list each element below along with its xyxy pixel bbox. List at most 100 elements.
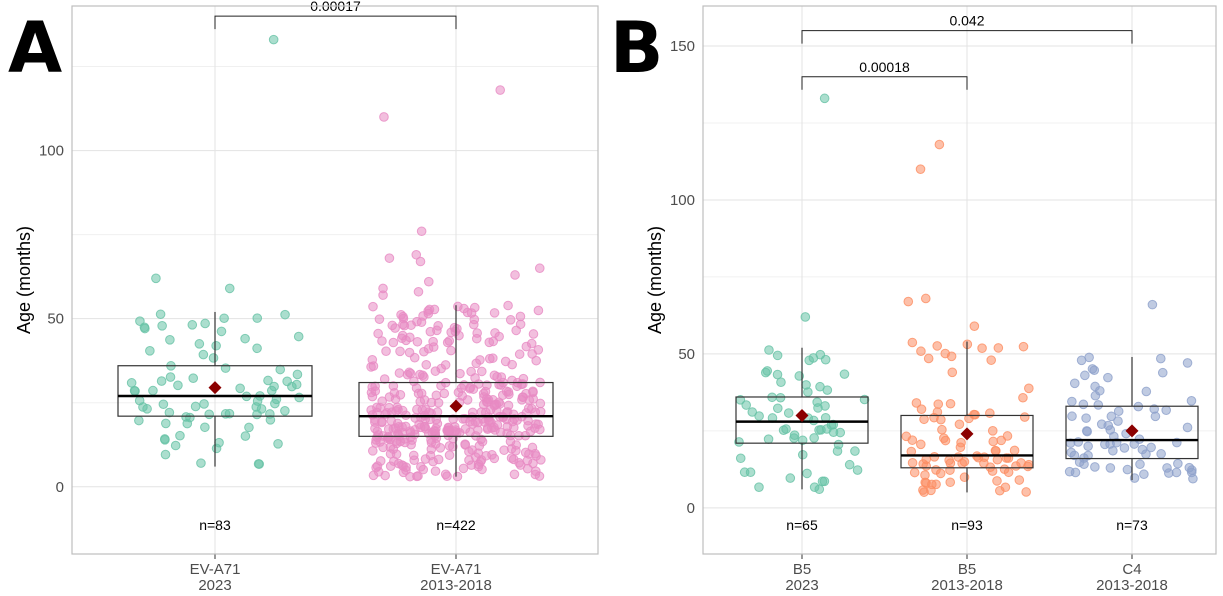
data-point — [1155, 353, 1166, 364]
y-tick-label: 150 — [670, 38, 695, 55]
data-point — [446, 327, 456, 338]
count-label: n=93 — [951, 517, 983, 533]
x-tick-label: B5 — [793, 561, 811, 578]
data-point — [374, 314, 385, 324]
y-tick-label: 100 — [670, 192, 695, 209]
data-point — [775, 392, 786, 403]
data-point — [915, 439, 926, 450]
data-point — [909, 467, 920, 478]
data-point — [368, 361, 379, 371]
x-tick-label-period: 2023 — [785, 577, 818, 594]
data-point — [211, 340, 221, 351]
data-point — [394, 368, 405, 378]
data-point — [955, 442, 966, 453]
data-point — [781, 424, 791, 434]
panel-border — [702, 5, 1217, 555]
data-point — [1113, 416, 1123, 426]
data-point — [1141, 386, 1152, 397]
box — [1065, 405, 1199, 460]
data-point — [763, 434, 774, 444]
data-point — [1093, 400, 1104, 410]
data-point — [187, 320, 198, 330]
data-point — [994, 485, 1005, 496]
x-tick-label-period: 2013-2018 — [420, 577, 492, 594]
data-point — [1188, 473, 1198, 484]
data-point — [1002, 431, 1013, 441]
plot-background — [703, 6, 1216, 554]
x-tick-label-period: 2013-2018 — [931, 577, 1003, 594]
data-point — [447, 441, 458, 452]
count-label: n=65 — [786, 517, 818, 533]
data-point — [907, 337, 918, 348]
data-point — [466, 308, 477, 318]
data-point — [423, 276, 434, 287]
data-point — [969, 321, 980, 331]
data-point — [384, 392, 395, 402]
data-point — [409, 376, 419, 387]
x-tick-label-period: 2013-2018 — [1096, 577, 1168, 594]
data-point — [220, 409, 231, 419]
data-point — [1070, 467, 1081, 478]
data-point — [535, 398, 546, 409]
data-point — [165, 372, 176, 382]
data-point — [165, 335, 175, 345]
data-point — [129, 385, 140, 396]
data-point — [398, 311, 408, 322]
data-point — [1122, 464, 1133, 475]
data-point — [481, 397, 492, 407]
data-point — [440, 360, 451, 370]
data-point — [764, 345, 774, 355]
data-point — [957, 458, 967, 469]
data-point — [518, 373, 529, 384]
data-point — [1139, 469, 1149, 480]
data-point — [436, 380, 446, 391]
data-point — [204, 409, 215, 420]
comparison-bracket — [801, 76, 968, 90]
data-point — [977, 343, 987, 354]
data-point — [1009, 445, 1020, 456]
x-tick-label: EV-A71 — [190, 561, 241, 578]
data-point — [401, 462, 411, 472]
data-point — [433, 454, 444, 465]
count-label: n=73 — [1116, 517, 1148, 533]
data-point — [797, 449, 808, 460]
data-point — [509, 469, 520, 480]
data-point — [919, 487, 929, 497]
panel-label-a: A — [8, 7, 62, 89]
point-group — [366, 85, 546, 482]
data-point — [916, 404, 927, 414]
data-point — [1021, 487, 1031, 497]
data-point — [490, 328, 500, 338]
mean-marker — [960, 427, 974, 441]
data-point — [139, 322, 150, 333]
data-point — [1067, 411, 1077, 422]
data-point — [903, 296, 914, 307]
data-point — [1162, 463, 1172, 473]
data-point — [273, 439, 283, 449]
data-point — [173, 380, 183, 391]
data-point — [164, 407, 175, 418]
data-point — [533, 345, 544, 355]
data-point — [507, 359, 517, 370]
data-point — [802, 468, 812, 479]
data-point — [415, 369, 425, 380]
data-point — [413, 286, 424, 297]
data-point — [993, 343, 1004, 353]
data-point — [148, 385, 158, 396]
data-point — [418, 464, 429, 475]
data-point — [527, 442, 538, 453]
data-point — [415, 256, 426, 267]
data-point — [467, 445, 477, 455]
data-point — [477, 366, 487, 377]
data-point — [507, 375, 517, 386]
data-point — [406, 320, 416, 330]
data-point — [208, 353, 219, 363]
data-point — [822, 385, 833, 395]
data-point — [1066, 447, 1076, 458]
data-point — [159, 434, 170, 444]
data-point — [397, 333, 407, 344]
data-point — [411, 249, 422, 260]
data-point — [199, 399, 209, 409]
data-point — [462, 395, 473, 405]
data-point — [536, 455, 546, 465]
